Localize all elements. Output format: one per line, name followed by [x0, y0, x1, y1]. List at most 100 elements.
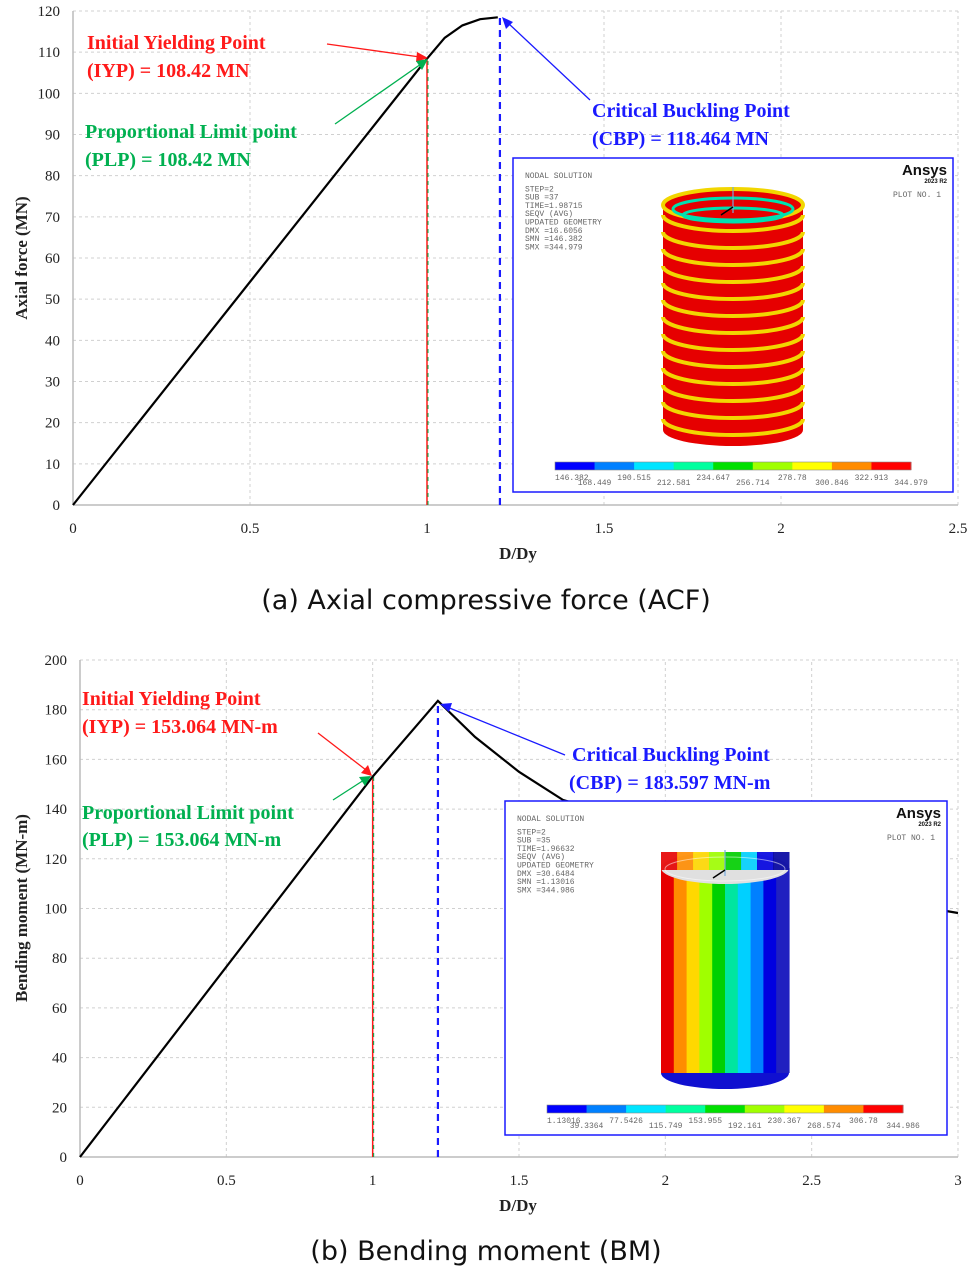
ansys-logo: Ansys: [896, 805, 941, 822]
x-tick-labels: 0 0.5 1 1.5 2 2.5 3: [76, 1173, 962, 1189]
x-axis-label: D/Dy: [499, 544, 537, 563]
stress-ring: [661, 299, 805, 318]
plot-number: PLOT NO. 1: [887, 834, 935, 843]
inset-text: SEQV (AVG): [525, 210, 573, 219]
stress-ring: [661, 231, 805, 250]
colorbar-label: 212.581: [657, 479, 691, 488]
colorbar-segment: [665, 1105, 706, 1113]
y-tick-label: 90: [45, 128, 60, 144]
colorbar-frame: [546, 1104, 904, 1114]
x-tick-labels: 0 0.5 1 1.5 2 2.5: [69, 521, 967, 537]
colorbar-label: 153.955: [688, 1117, 722, 1126]
inset-text: STEP=2: [517, 828, 546, 837]
stress-band: [699, 868, 713, 1073]
colorbar-label: 344.979: [894, 479, 928, 488]
ansys-version: 2023 R2: [924, 179, 947, 185]
x-tick-label: 1: [423, 521, 431, 537]
inner-band: [725, 852, 742, 870]
plp-label: Proportional Limit point: [85, 121, 297, 143]
stress-ring: [661, 333, 805, 352]
colorbar-label: 1.13016: [547, 1117, 581, 1126]
stress-ring: [661, 214, 805, 233]
x-tick-label: 0: [76, 1173, 84, 1189]
stress-band: [737, 868, 752, 1073]
x-tick-label: 1.5: [510, 1173, 529, 1189]
x-tick-label: 0: [69, 521, 77, 537]
plp-label: Proportional Limit point: [82, 802, 294, 824]
y-tick-label: 0: [53, 498, 61, 514]
stress-band: [673, 868, 688, 1073]
colorbar-label: 192.161: [728, 1122, 762, 1131]
axis-triad-icon: [712, 869, 726, 879]
stress-band: [686, 868, 700, 1073]
colorbar-segment: [634, 462, 675, 470]
stress-ring: [661, 401, 805, 420]
axis-triad-icon: [720, 206, 734, 216]
colorbar-label: 168.449: [578, 479, 612, 488]
inset-text: SMX =344.986: [517, 886, 575, 895]
inner-band: [709, 852, 726, 870]
cbp-arrowhead: [502, 17, 513, 29]
colorbar-label: 268.574: [807, 1122, 841, 1131]
cylinder-bottom: [661, 1073, 789, 1089]
y-tick-label: 70: [45, 210, 60, 226]
inset-text: SMN =146.382: [525, 235, 583, 244]
stress-band: [763, 868, 777, 1073]
colorbar-label: 278.78: [778, 474, 807, 483]
colorbar-label: 322.913: [855, 474, 889, 483]
y-tick-label: 80: [52, 951, 67, 967]
x-tick-label: 3: [954, 1173, 962, 1189]
iyp-arrowhead: [361, 765, 372, 776]
y-tick-label: 40: [45, 333, 60, 349]
iyp-value: (IYP) = 108.42 MN: [87, 60, 250, 82]
inset-text: SUB =35: [517, 837, 551, 846]
cbp-value: (CBP) = 118.464 MN: [592, 128, 769, 150]
stress-band: [776, 868, 790, 1073]
inset-text: UPDATED GEOMETRY: [525, 219, 602, 228]
stress-ring: [661, 282, 805, 301]
plot-number: PLOT NO. 1: [893, 191, 941, 200]
inset-text: TIME=1.96632: [517, 845, 575, 854]
ansys-version: 2023 R2: [918, 822, 941, 828]
inset-text: SMN =1.13016: [517, 878, 575, 887]
cylinder-contour-plot: [661, 187, 805, 446]
x-tick-label: 2.5: [949, 521, 968, 537]
y-tick-label: 60: [45, 251, 60, 267]
inner-band: [757, 852, 774, 870]
stress-ring: [661, 367, 805, 386]
colorbar-label: 115.749: [649, 1122, 683, 1131]
ansys-logo: Ansys: [902, 162, 947, 179]
chart-a: 0 0.5 1 1.5 2 2.5 0 10 20 30 40 50 60 70 80 90 100 110 12…: [12, 4, 967, 616]
cbp-arrowhead: [440, 703, 452, 712]
x-tick-label: 0.5: [217, 1173, 236, 1189]
caption: (a) Axial compressive force (ACF): [261, 585, 711, 616]
plp-arrow: [334, 63, 422, 125]
x-tick-label: 1: [369, 1173, 377, 1189]
iyp-arrow: [326, 43, 421, 58]
stress-band: [712, 868, 726, 1073]
stress-ring: [661, 418, 805, 437]
colorbar-segment: [705, 1105, 746, 1113]
y-axis-label: Axial force (MN): [12, 196, 31, 319]
y-tick-label: 80: [45, 169, 60, 185]
series-line: [72, 16, 498, 506]
y-tick-label: 20: [52, 1100, 67, 1116]
inner-band: [677, 852, 694, 870]
colorbar-segment: [784, 1105, 825, 1113]
colorbar-segment: [744, 1105, 785, 1113]
colorbar-label: 230.367: [768, 1117, 802, 1126]
caption: (b) Bending moment (BM): [310, 1236, 661, 1267]
y-tick-label: 0: [60, 1150, 68, 1166]
colorbar-label: 190.515: [617, 474, 651, 483]
inner-band: [741, 852, 758, 870]
colorbar-segment: [555, 462, 596, 470]
y-axis-label: Bending moment (MN-m): [12, 814, 31, 1002]
plp-arrow: [332, 779, 365, 801]
colorbar-segment: [831, 462, 872, 470]
stress-ring: [661, 350, 805, 369]
stress-ring: [661, 265, 805, 284]
plp-arrowhead: [359, 776, 371, 786]
x-tick-label: 2: [662, 1173, 670, 1189]
x-tick-label: 1.5: [595, 521, 614, 537]
stress-ring: [661, 384, 805, 403]
